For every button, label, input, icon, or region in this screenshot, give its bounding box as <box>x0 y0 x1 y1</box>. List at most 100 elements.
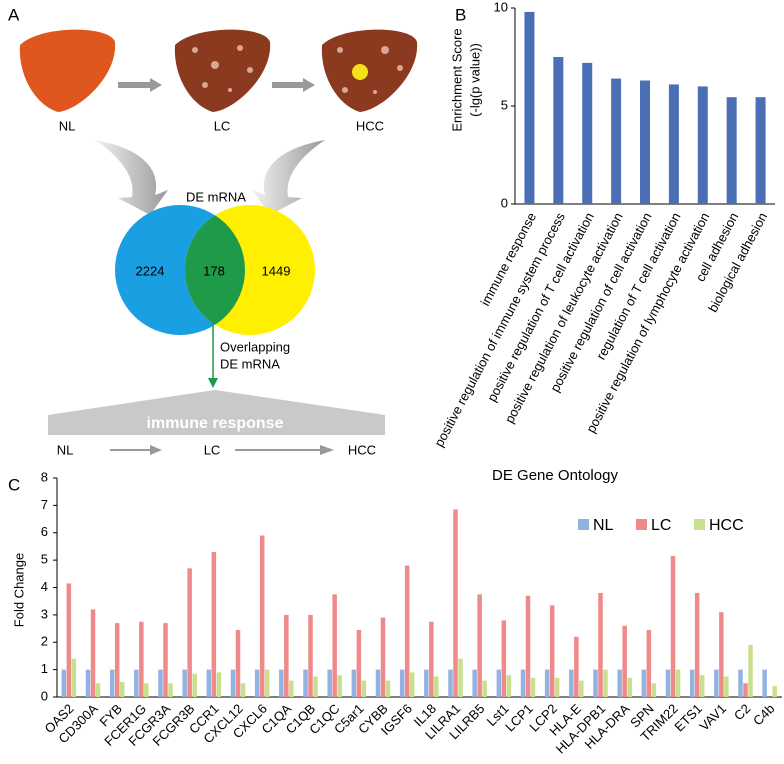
bar <box>675 669 681 697</box>
bar <box>289 680 294 697</box>
stage-label: HCC <box>348 442 376 457</box>
bar <box>699 675 705 697</box>
bar <box>617 669 622 697</box>
bar <box>670 556 676 697</box>
x-axis-label: DE Gene Ontology <box>492 467 618 484</box>
x-tick-label: C2 <box>731 701 753 723</box>
bar <box>549 605 555 697</box>
bar <box>409 672 415 697</box>
x-tick-label: C4b <box>750 701 777 728</box>
panel-label: C <box>8 475 20 494</box>
y-tick-label: 0 <box>501 195 508 210</box>
bar <box>482 680 487 697</box>
bar <box>743 683 748 697</box>
y-tick-label: 1 <box>41 661 48 676</box>
legend-label: LC <box>651 517 671 534</box>
venn-count: 2224 <box>136 263 165 278</box>
bar <box>689 669 695 697</box>
bar <box>424 669 429 697</box>
bar <box>230 669 236 697</box>
bar <box>579 680 584 697</box>
bar <box>611 78 622 204</box>
bar <box>472 669 477 697</box>
y-axis-label: Enrichment Score <box>449 28 464 131</box>
arrow <box>95 140 168 215</box>
bar <box>211 551 217 697</box>
bar <box>303 669 308 697</box>
bar <box>240 683 246 697</box>
venn-overlap <box>185 205 245 335</box>
y-tick-label: 7 <box>41 497 48 512</box>
y-tick-label: 2 <box>41 634 48 649</box>
banner <box>48 390 385 435</box>
arrow <box>252 140 325 215</box>
bar <box>95 683 101 697</box>
bar <box>192 673 197 697</box>
bar <box>772 686 777 697</box>
bar <box>264 669 270 697</box>
bar <box>144 683 149 697</box>
bar <box>375 669 381 697</box>
x-tick-label: ETS1 <box>671 701 705 735</box>
liver-icon <box>174 29 271 112</box>
bar <box>216 672 222 697</box>
bar <box>603 669 608 697</box>
bar <box>351 669 357 697</box>
legend-swatch <box>636 519 647 530</box>
y-tick-label: 5 <box>41 552 48 567</box>
y-tick-label: 5 <box>501 97 508 112</box>
venn-title: DE mRNA <box>186 189 246 204</box>
bar <box>284 614 289 697</box>
bar <box>399 669 405 697</box>
y-tick-label: 6 <box>41 524 48 539</box>
bar <box>748 644 753 697</box>
stage-label: NL <box>57 442 74 457</box>
bar <box>361 680 367 697</box>
bar <box>313 676 318 697</box>
x-tick-label: VAV1 <box>696 701 729 734</box>
bar <box>544 669 550 697</box>
arrow <box>110 445 162 455</box>
bar <box>738 669 743 697</box>
bar <box>477 594 482 697</box>
bar <box>525 595 531 697</box>
venn-count: 1449 <box>262 263 291 278</box>
bar <box>163 623 168 697</box>
bar <box>458 658 463 697</box>
bar <box>554 677 560 697</box>
panel-label: A <box>8 5 20 24</box>
bar <box>168 683 173 697</box>
y-tick-label: 8 <box>41 469 48 484</box>
stage-label: LC <box>214 118 231 133</box>
arrow <box>272 78 315 92</box>
bar <box>714 669 719 697</box>
bar <box>530 677 536 697</box>
bar <box>332 594 337 697</box>
stage-label: NL <box>59 118 76 133</box>
bar <box>665 669 671 697</box>
bar <box>85 669 91 697</box>
bar <box>66 583 72 697</box>
bar <box>235 629 241 697</box>
bar <box>90 609 96 697</box>
arrow <box>235 445 334 455</box>
bar <box>308 614 313 697</box>
bar <box>254 669 260 697</box>
note: Overlapping <box>220 339 290 354</box>
bar <box>385 680 391 697</box>
bar <box>598 592 603 697</box>
x-tick-label: positive regulation of immune system pro… <box>431 210 568 450</box>
bar <box>726 97 737 204</box>
bar <box>356 629 362 697</box>
bar <box>434 676 439 697</box>
bar <box>158 669 163 697</box>
tumor-icon <box>352 64 368 80</box>
nodules <box>192 45 403 94</box>
bar <box>114 623 120 697</box>
bar <box>694 592 700 697</box>
bar <box>109 669 115 697</box>
bar <box>724 676 729 697</box>
legend-swatch <box>578 519 589 530</box>
diagram: NL LC HCC DE mRNA 2224 178 1449 Overlapp… <box>19 29 418 457</box>
